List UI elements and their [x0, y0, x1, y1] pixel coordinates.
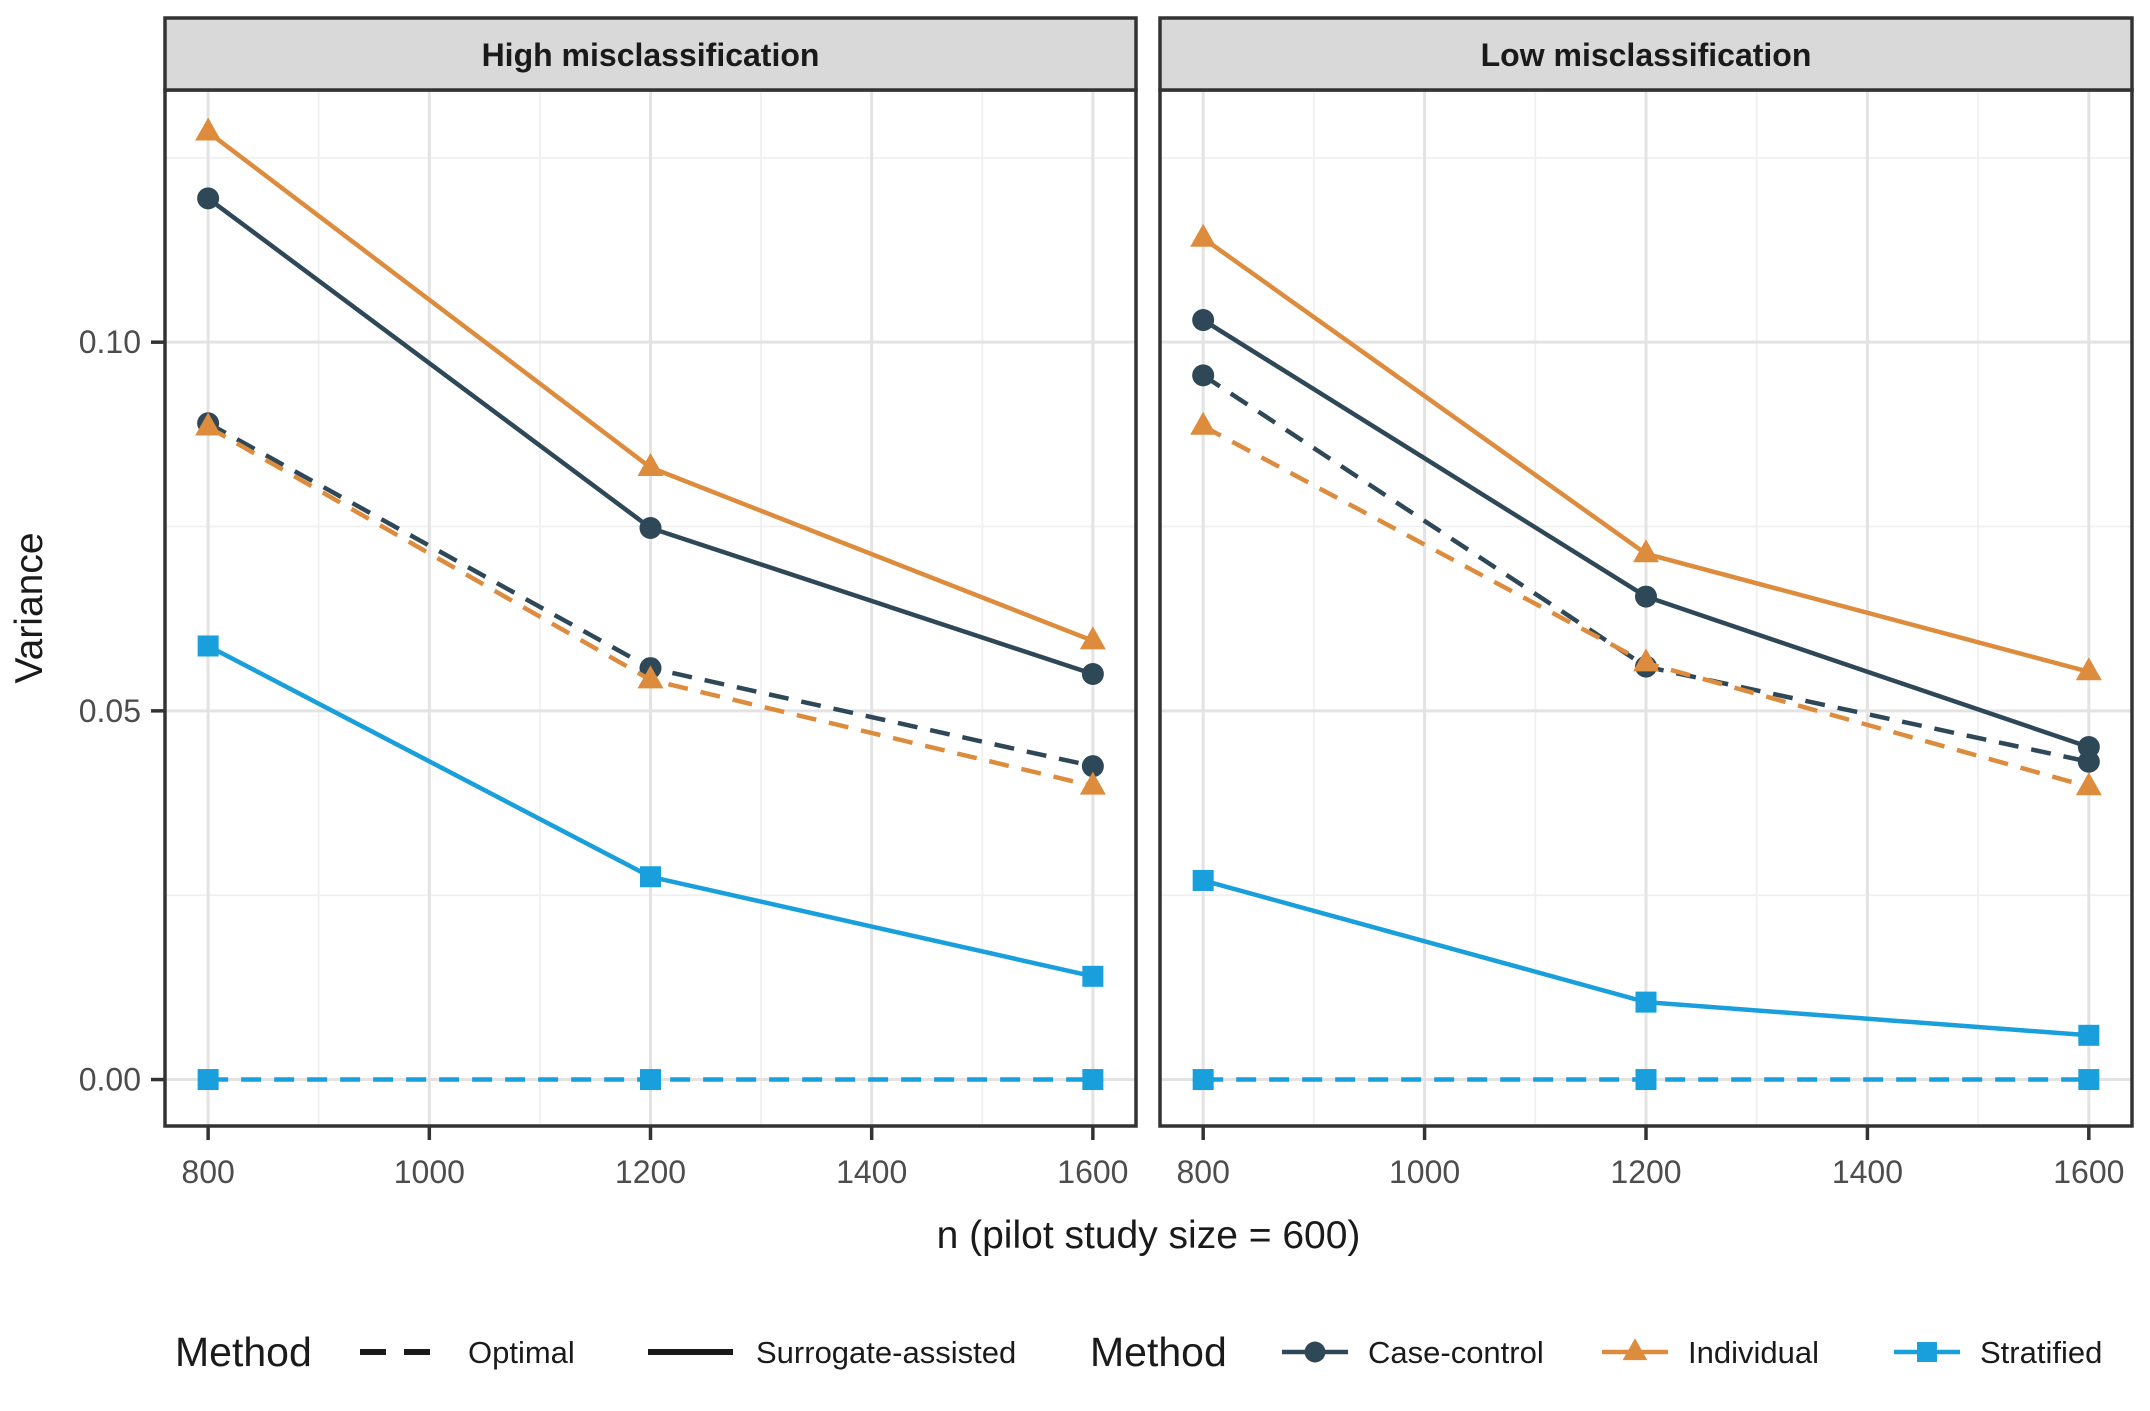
- data-point-case-control: [1192, 364, 1215, 387]
- x-axis-tick-label: 800: [1176, 1154, 1229, 1190]
- facet-strip: [163, 16, 1138, 92]
- data-point-stratified: [1635, 1069, 1657, 1091]
- data-point-individual: [195, 412, 222, 436]
- x-axis-tick-label: 1600: [1057, 1154, 1128, 1190]
- data-point-stratified: [1635, 991, 1657, 1013]
- data-point-stratified: [2078, 1024, 2100, 1046]
- legend-key-marker-individual: [1622, 1338, 1648, 1361]
- data-point-stratified: [2078, 1069, 2100, 1091]
- data-point-stratified: [197, 1069, 219, 1091]
- data-point-individual: [1079, 771, 1106, 795]
- data-point-case-control: [639, 516, 662, 539]
- data-point-stratified: [1192, 1069, 1214, 1091]
- data-point-stratified: [640, 866, 661, 888]
- data-point-individual: [637, 665, 664, 689]
- x-axis-tick-label: 1000: [1389, 1154, 1460, 1190]
- data-point-stratified: [1192, 869, 1214, 891]
- data-point-stratified: [197, 635, 219, 657]
- x-axis-tick-label: 1600: [2053, 1154, 2124, 1190]
- facet-strip-label: Low misclassification: [1481, 37, 1812, 73]
- data-point-individual: [1633, 648, 1659, 672]
- legend-key-marker-case-control: [1304, 1341, 1326, 1363]
- x-axis-tick-label: 1000: [394, 1154, 465, 1190]
- linetype-legend-title: Method: [175, 1329, 312, 1375]
- data-point-case-control: [1081, 662, 1104, 685]
- y-axis-tick-label: 0.00: [79, 1062, 141, 1098]
- data-point-individual: [1190, 223, 1217, 247]
- x-axis-title: n (pilot study size = 600): [937, 1214, 1361, 1257]
- legend-label: Surrogate-assisted: [756, 1335, 1016, 1370]
- legend-label: Individual: [1688, 1335, 1819, 1370]
- x-axis-tick-label: 1400: [1832, 1154, 1903, 1190]
- data-point-individual: [637, 453, 664, 477]
- data-point-stratified: [1082, 1069, 1104, 1091]
- x-axis-tick-label: 1200: [1610, 1154, 1681, 1190]
- data-point-case-control: [1192, 309, 1215, 332]
- x-axis-tick-label: 1200: [615, 1154, 686, 1190]
- data-point-individual: [1190, 411, 1217, 435]
- data-point-stratified: [640, 1069, 661, 1091]
- data-point-case-control: [2077, 735, 2100, 758]
- data-point-case-control: [197, 187, 220, 210]
- legend-label: Case-control: [1368, 1335, 1544, 1370]
- data-point-individual: [195, 117, 222, 141]
- data-point-individual: [1633, 539, 1659, 563]
- x-axis-tick-label: 800: [181, 1154, 234, 1190]
- y-axis-tick-label: 0.10: [79, 324, 141, 360]
- facet-strip: [1158, 16, 2134, 92]
- data-point-case-control: [1081, 755, 1104, 778]
- legend-label: Stratified: [1980, 1335, 2102, 1370]
- facet-strip-label: High misclassification: [482, 37, 820, 73]
- legend-key-marker-stratified: [1917, 1342, 1937, 1362]
- y-axis-tick-label: 0.05: [79, 693, 141, 729]
- data-point-case-control: [1635, 585, 1657, 608]
- color-legend-title: Method: [1090, 1329, 1227, 1375]
- legend-label: Optimal: [468, 1335, 575, 1370]
- x-axis-tick-label: 1400: [836, 1154, 907, 1190]
- y-axis-title: Variance: [8, 532, 51, 683]
- data-point-individual: [2075, 772, 2102, 796]
- data-point-individual: [2075, 657, 2102, 681]
- data-point-individual: [1079, 626, 1106, 650]
- data-point-stratified: [1082, 965, 1104, 987]
